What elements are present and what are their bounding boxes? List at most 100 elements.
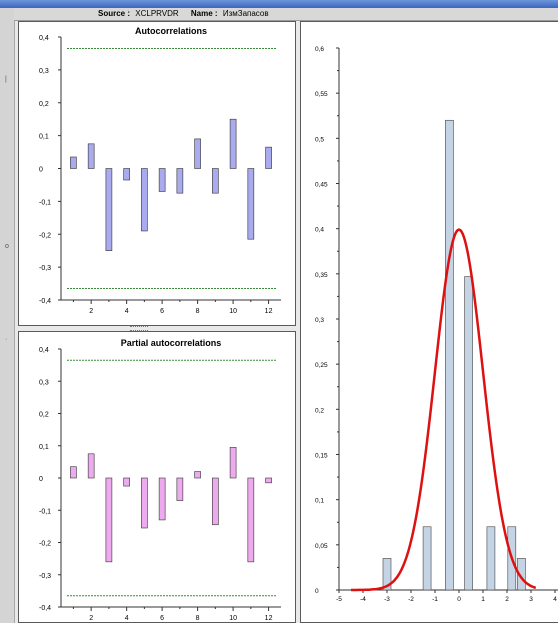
y-tick-label: 0,25 — [315, 362, 328, 369]
histogram-bar — [517, 558, 526, 591]
y-tick-label: 0,2 — [315, 407, 324, 414]
y-tick-label: -0,2 — [39, 232, 51, 239]
y-tick-label: 0,15 — [315, 453, 328, 460]
y-tick-label: -0,2 — [39, 541, 51, 548]
y-tick-label: 0,05 — [315, 543, 328, 550]
bar — [158, 477, 166, 521]
y-tick-label: 0,3 — [39, 68, 49, 75]
residual-histogram-chart: 0,6 0,55 0,5 0,45 0,4 0,35 0,3 0,25 0,2 0,15 0,1 0,… — [315, 46, 558, 603]
y-tick-label: 0,2 — [39, 412, 49, 419]
y-tick-label: 0,4 — [39, 35, 49, 42]
histogram-bar — [486, 526, 496, 591]
y-tick-label: -0,4 — [39, 298, 51, 305]
bar — [87, 453, 95, 479]
bar — [176, 168, 184, 194]
y-tick-label: -0,1 — [39, 199, 51, 206]
panel-splitter-handle[interactable] — [130, 326, 148, 331]
window-title-bar — [0, 0, 558, 8]
strip-mark: o — [5, 243, 9, 250]
y-tick-label: 0,4 — [39, 347, 49, 354]
x-tick-label: 1 — [481, 596, 485, 603]
y-tick-label: 0,6 — [315, 46, 324, 53]
x-tick-label: 4 — [125, 615, 129, 622]
x-tick-label: 6 — [160, 615, 164, 622]
histogram-bar — [422, 526, 432, 591]
x-tick-label: 12 — [265, 615, 273, 622]
x-tick-label: 10 — [229, 308, 237, 315]
partial-autocorrelations-panel: Partial autocorrelations 0,4 0,3 0,2 0,1 0 -0,… — [18, 331, 296, 623]
bar — [265, 477, 272, 484]
x-tick-label: 12 — [265, 308, 273, 315]
bar — [123, 168, 130, 181]
histogram-bar — [445, 119, 454, 591]
bar — [194, 138, 201, 169]
bar — [105, 168, 113, 251]
bar — [123, 477, 130, 487]
x-tick-label: -3 — [384, 596, 390, 603]
y-tick-label: 0,45 — [315, 182, 328, 189]
bar — [158, 168, 166, 192]
x-tick-label: 8 — [196, 308, 200, 315]
bar — [141, 477, 148, 529]
bar — [247, 168, 255, 240]
y-tick-label: -0,3 — [39, 573, 51, 580]
y-tick-label: -0,1 — [39, 508, 51, 515]
source-value: XCLPRVDR — [135, 9, 179, 18]
y-tick-label: 0,3 — [39, 379, 49, 386]
bar — [247, 477, 255, 563]
left-side-strip: | o · — [0, 8, 15, 623]
x-tick-label: 3 — [529, 596, 533, 603]
y-tick-label: 0,55 — [315, 91, 328, 98]
strip-mark: · — [5, 336, 8, 343]
bar — [87, 143, 95, 169]
y-tick-label: 0 — [315, 588, 319, 595]
y-tick-label: 0,35 — [315, 272, 328, 279]
y-tick-label: 0 — [39, 167, 43, 174]
name-label: Name : — [190, 9, 218, 18]
y-tick-label: -0,4 — [39, 605, 51, 612]
x-tick-label: 2 — [89, 308, 93, 315]
x-tick-label: 10 — [229, 615, 237, 622]
bar — [229, 447, 237, 479]
strip-mark: | — [5, 76, 7, 83]
name-value: ИзмЗапасов — [222, 9, 269, 18]
bar — [212, 477, 219, 526]
x-tick-label: 6 — [160, 308, 164, 315]
x-tick-label: 2 — [505, 596, 509, 603]
y-tick-label: 0,1 — [39, 134, 49, 141]
y-tick-label: 0,5 — [315, 136, 324, 143]
source-label: Source : — [98, 9, 131, 18]
x-tick-label: 8 — [196, 615, 200, 622]
x-tick-label: -4 — [360, 596, 366, 603]
residual-histogram-panel: 0,6 0,55 0,5 0,45 0,4 0,35 0,3 0,25 0,2 0,15 0,1 0,… — [300, 21, 558, 623]
bar — [265, 146, 272, 169]
bar — [194, 471, 201, 479]
y-tick-label: 0,1 — [39, 444, 49, 451]
partial-autocorrelations-chart: Partial autocorrelations 0,4 0,3 0,2 0,1 0 -0,… — [39, 338, 281, 622]
y-tick-label: 0 — [39, 476, 43, 483]
bar — [70, 466, 77, 479]
bar — [70, 156, 77, 169]
x-tick-label: 4 — [553, 596, 557, 603]
y-tick-label: 0,4 — [315, 227, 324, 234]
y-tick-label: -0,3 — [39, 265, 51, 272]
bar — [105, 477, 113, 563]
histogram-bar — [464, 276, 473, 591]
chart-title: Autocorrelations — [135, 26, 207, 36]
bar — [212, 168, 219, 194]
x-tick-label: 4 — [125, 308, 129, 315]
y-tick-label: 0,3 — [315, 317, 324, 324]
x-tick-label: -1 — [432, 596, 438, 603]
x-tick-label: -5 — [336, 596, 342, 603]
histogram-bar — [382, 558, 392, 591]
normal-curve-line — [351, 228, 537, 592]
bar — [229, 118, 237, 169]
source-info-bar: Source : XCLPRVDR Name : ИзмЗапасов — [14, 8, 558, 21]
y-tick-label: 0,1 — [315, 498, 324, 505]
chart-title: Partial autocorrelations — [121, 338, 222, 348]
autocorrelations-panel: Autocorrelations 0,4 0,3 0,2 0,1 0 -0,1 -0,2 -0,… — [18, 21, 296, 326]
x-tick-label: 0 — [457, 596, 461, 603]
autocorrelations-chart: Autocorrelations 0,4 0,3 0,2 0,1 0 -0,1 -0,2 -0,… — [39, 26, 281, 315]
bar — [176, 477, 184, 501]
x-tick-label: -2 — [408, 596, 414, 603]
